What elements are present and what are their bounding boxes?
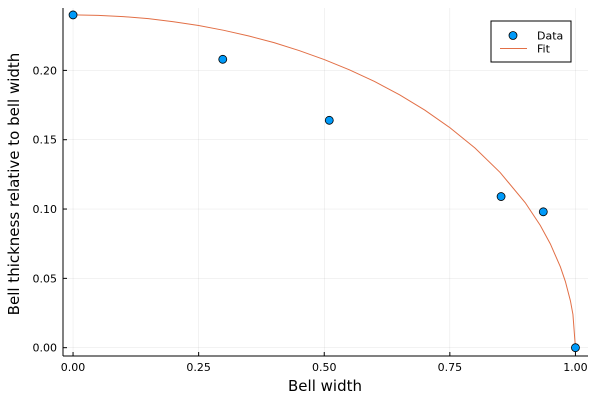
x-axis-title: Bell width <box>288 377 362 395</box>
y-tick-label: 0.20 <box>33 64 58 77</box>
fit-curve <box>73 14 576 348</box>
y-axis-title: Bell thickness relative to bell width <box>5 53 23 316</box>
legend-box <box>490 20 572 63</box>
y-tick-label: 0.00 <box>33 342 58 355</box>
legend-marker-data <box>508 31 518 40</box>
data-point <box>496 192 506 201</box>
x-tick-label: 0.25 <box>186 361 211 374</box>
legend-label-fit: Fit <box>537 43 551 56</box>
data-point <box>68 10 78 20</box>
legend: Data Fit <box>490 20 572 63</box>
y-tick-label: 0.15 <box>33 134 58 147</box>
x-tick-label: 0.00 <box>61 361 86 374</box>
y-tick-label: 0.10 <box>33 203 58 216</box>
x-tick-label: 0.50 <box>312 361 337 374</box>
fit-layer <box>73 14 576 348</box>
points-layer <box>68 10 580 353</box>
grid <box>63 8 588 356</box>
data-point <box>218 54 228 64</box>
legend-label-data: Data <box>537 30 563 43</box>
data-point <box>538 207 548 217</box>
y-tick-label: 0.05 <box>33 272 58 285</box>
x-tick-label: 0.75 <box>438 361 463 374</box>
data-point <box>571 343 580 353</box>
ticks: 0.00 0.25 0.50 0.75 1.00 0.00 0.05 0.10 0.15 0.20 <box>33 64 588 374</box>
x-tick-label: 1.00 <box>563 361 588 374</box>
data-point <box>324 115 334 125</box>
axes <box>62 8 588 357</box>
